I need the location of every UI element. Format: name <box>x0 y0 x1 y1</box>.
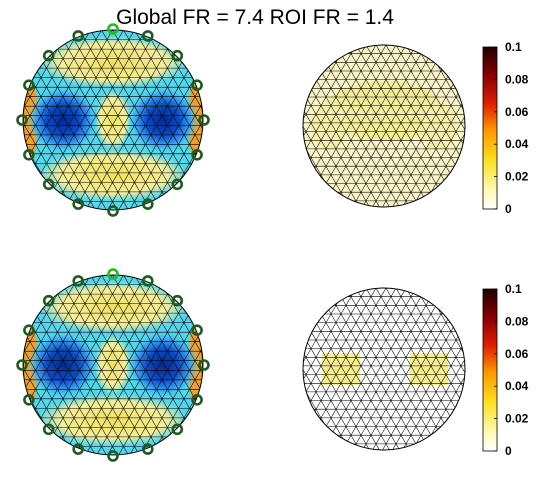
electrode-marker <box>42 49 55 62</box>
conductivity-map-bottom <box>16 268 210 462</box>
colorbar-tick-label: 0.02 <box>505 412 529 426</box>
upper-band <box>38 36 188 88</box>
colorbar-tick-label: 0.08 <box>505 72 529 86</box>
colorbar-tick-label: 0.04 <box>505 379 529 393</box>
electrode-marker <box>142 30 154 42</box>
electrode-marker <box>171 423 184 436</box>
electrode-marker <box>198 114 210 126</box>
mesh-lines <box>303 288 465 450</box>
upper-band <box>38 281 188 333</box>
colorbar-tick-label: 0.02 <box>505 170 529 184</box>
electrode-marker <box>191 149 203 161</box>
electrode-marker <box>171 294 184 307</box>
right-inclusion <box>127 331 199 399</box>
electrode-marker <box>42 423 55 436</box>
lower-band <box>38 394 188 446</box>
electrode-marker <box>23 79 35 91</box>
figure-title: Global FR = 7.4 ROI FR = 1.4 <box>116 6 394 29</box>
left-inclusion <box>27 331 99 399</box>
electrode-marker <box>171 49 184 62</box>
electrode-marker <box>142 275 154 287</box>
colorbar-tick-label: 0.06 <box>505 105 529 119</box>
lower-band <box>38 149 188 201</box>
mesh-lines <box>23 30 203 210</box>
electrode-marker <box>191 393 203 406</box>
electrode-marker <box>191 79 203 91</box>
electrode-marker <box>23 149 35 161</box>
colorbar-top: 0 0.02 0.04 0.06 0.08 0.1 <box>482 40 529 216</box>
sensitivity-map-bottom <box>302 287 466 451</box>
domain-boundary <box>302 287 466 451</box>
electrode-marker <box>42 294 55 307</box>
colorbar-bottom: 0 0.02 0.04 0.06 0.08 0.1 <box>482 282 529 458</box>
electrode-marker <box>72 443 84 455</box>
electrode-marker <box>23 324 35 337</box>
colorbar-gradient <box>482 46 498 210</box>
electrode-marker <box>198 359 210 371</box>
colorbar-tick-label: 0 <box>505 202 512 216</box>
electrode-marker <box>107 268 119 280</box>
electrode-marker <box>42 178 55 191</box>
electrode-marker <box>142 198 154 210</box>
electrode-marker <box>23 393 35 406</box>
electrode-marker <box>72 30 84 42</box>
colorbar-tick-label: 0.1 <box>505 282 522 296</box>
electrode-marker <box>107 23 119 35</box>
colorbar-tick-label: 0.06 <box>505 347 529 361</box>
colorbar-tick-label: 0 <box>505 444 512 458</box>
left-inclusion <box>27 86 99 154</box>
mesh-lines <box>303 45 465 207</box>
electrode-marker <box>142 443 154 455</box>
electrode-marker <box>16 359 28 371</box>
conductivity-map-top <box>16 23 210 217</box>
electrode-marker <box>191 324 203 337</box>
colorbar-gradient <box>482 288 498 452</box>
electrode-marker <box>107 450 119 462</box>
domain-boundary <box>22 274 204 456</box>
colorbar-tick-label: 0.08 <box>505 314 529 328</box>
domain-boundary <box>22 29 204 211</box>
electrode-marker <box>107 205 119 217</box>
domain-boundary <box>302 44 466 208</box>
electrode-marker <box>171 178 184 191</box>
colorbar-tick-label: 0.04 <box>505 137 529 151</box>
electrode-marker <box>72 275 84 287</box>
right-inclusion <box>127 86 199 154</box>
electrode-marker <box>72 198 84 210</box>
sensitivity-map-top <box>302 44 466 208</box>
colorbar-tick-label: 0.1 <box>505 40 522 54</box>
electrode-marker <box>16 114 28 126</box>
roi-left <box>322 353 360 385</box>
background-field <box>303 288 465 450</box>
mesh-lines <box>23 275 203 455</box>
